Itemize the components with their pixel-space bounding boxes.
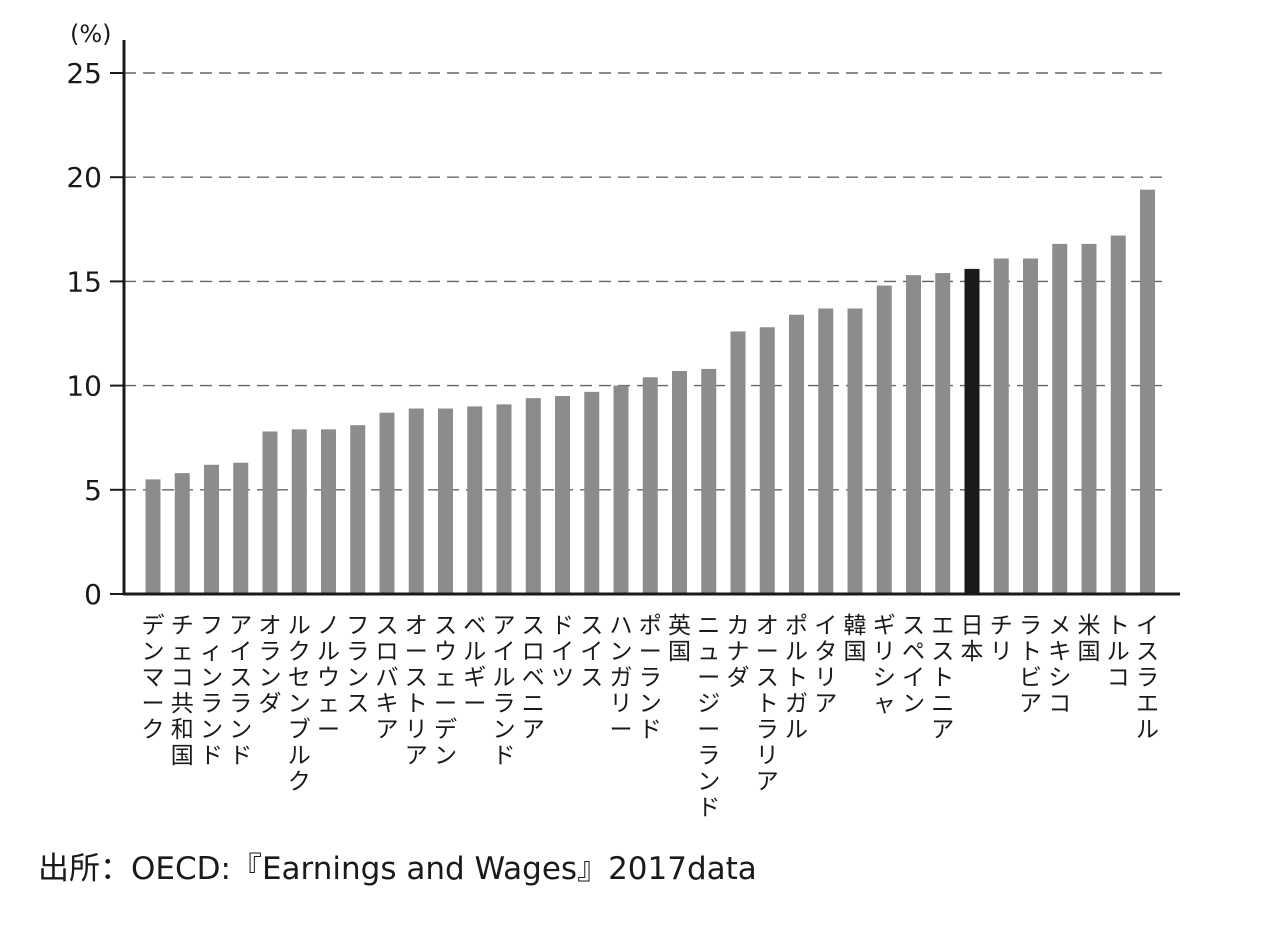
x-category-label: チェコ共和国 [171, 613, 194, 769]
axes [110, 40, 1180, 596]
x-category-label: スウェーデン [434, 613, 457, 769]
x-category-label: オーストラリア [756, 613, 779, 795]
y-tick-labels: 0 5 10 15 20 25 [66, 57, 102, 611]
x-category-label: ギリシャ [873, 613, 896, 717]
x-category-label: メキシコ [1048, 613, 1071, 717]
bars [145, 189, 1155, 595]
bar [321, 429, 336, 594]
bar [730, 331, 746, 594]
bar [174, 473, 190, 594]
x-category-label: ノルウェー [317, 613, 340, 743]
bar [408, 408, 424, 594]
bar [233, 462, 249, 594]
bar [525, 398, 541, 594]
bar [1140, 189, 1155, 594]
bar [379, 412, 395, 594]
bar [876, 285, 892, 594]
x-category-label: フランス [346, 613, 369, 717]
x-category-label: オランダ [259, 613, 282, 717]
bar-chart: 0 5 10 15 20 25 デンマークチェコ共和国フィンランドアイスランドオランダルク… [66, 20, 1180, 821]
x-category-label: フィンランド [200, 613, 223, 769]
bar [496, 404, 512, 594]
bar [291, 429, 307, 594]
x-category-label: ドイツ [551, 613, 574, 691]
bar [350, 425, 366, 594]
bar [555, 396, 570, 594]
bar [701, 368, 717, 594]
x-category-label: オーストリア [405, 613, 428, 769]
category-labels: デンマークチェコ共和国フィンランドアイスランドオランダルクセンブルクノルウェーフ… [142, 613, 1160, 821]
bar-highlight [964, 268, 980, 594]
bar [789, 314, 804, 594]
x-category-label: エストニア [931, 613, 954, 743]
bar [584, 391, 600, 594]
bar [847, 308, 863, 594]
x-category-label: 韓国 [844, 613, 867, 665]
x-category-label: スロバキア [376, 613, 399, 743]
y-tick-label: 5 [84, 474, 102, 507]
bar [145, 479, 161, 594]
y-tick-label: 10 [66, 370, 102, 403]
x-category-label: 日本 [961, 613, 984, 665]
y-tick-label: 15 [66, 265, 102, 298]
bar [935, 273, 951, 594]
bar [1023, 258, 1038, 594]
bar [906, 275, 921, 594]
bar [993, 258, 1009, 594]
bar [262, 431, 278, 594]
x-category-label: スペイン [902, 613, 925, 717]
bar [1110, 235, 1126, 595]
x-category-label: チリ [990, 613, 1013, 665]
x-category-label: ニュージーランド [697, 613, 720, 821]
x-category-label: 米国 [1078, 613, 1101, 665]
bar [759, 327, 775, 594]
bar [613, 385, 629, 594]
source-note: 出所：OECD:『Earnings and Wages』2017data [38, 851, 757, 887]
x-category-label: カナダ [727, 613, 750, 691]
bar [467, 406, 483, 594]
x-category-label: ベルギー [463, 613, 486, 717]
bar [672, 371, 687, 594]
x-category-label: ハンガリー [610, 613, 633, 743]
x-category-label: アイスランド [229, 613, 252, 769]
bar [204, 464, 219, 594]
x-category-label: ルクセンブルク [288, 613, 311, 795]
x-category-label: スイス [580, 613, 603, 691]
y-tick-label: 25 [66, 57, 102, 90]
x-category-label: アイルランド [493, 613, 516, 769]
x-category-label: スロベニア [522, 613, 545, 743]
bar [438, 408, 453, 594]
x-category-label: ポルトガル [785, 613, 808, 743]
x-category-label: ポーランド [639, 613, 662, 743]
x-category-label: デンマーク [142, 613, 165, 743]
x-category-label: トルコ [1107, 613, 1130, 691]
bar [1052, 243, 1068, 594]
y-tick-label: 0 [84, 578, 102, 611]
y-tick-label: 20 [66, 161, 102, 194]
bar [818, 308, 834, 594]
x-category-label: ラトビア [1019, 613, 1042, 717]
y-unit-label: (%) [70, 20, 112, 48]
bar [1081, 243, 1097, 594]
x-category-label: イタリア [814, 613, 837, 717]
x-category-label: イスラエル [1136, 613, 1159, 743]
bar [642, 377, 658, 594]
x-category-label: 英国 [668, 613, 691, 665]
